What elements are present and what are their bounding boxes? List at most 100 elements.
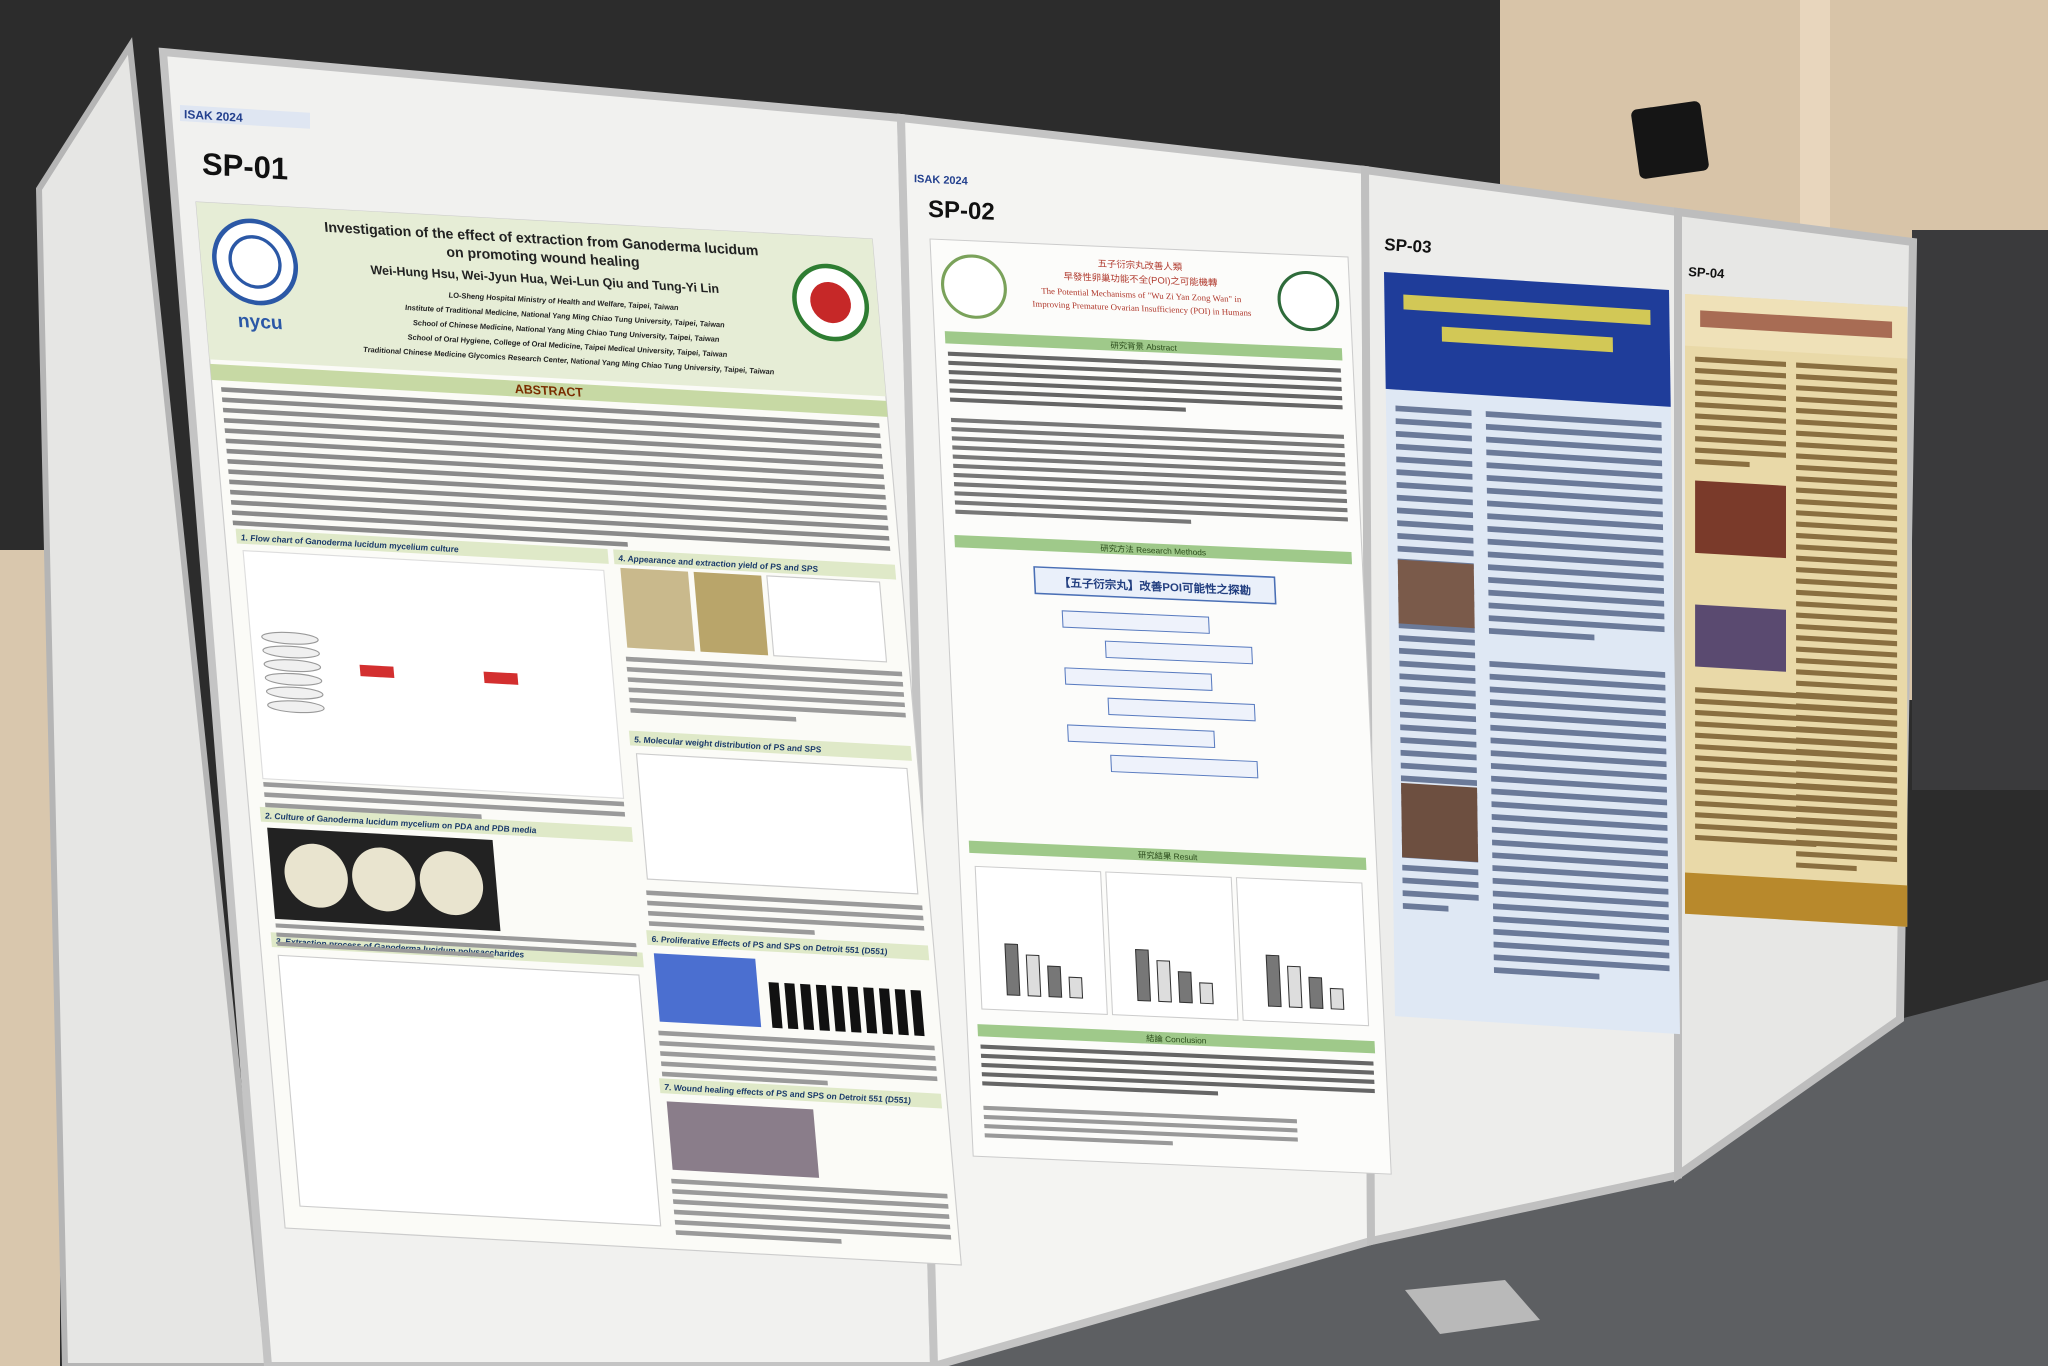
text-line xyxy=(672,1199,950,1220)
text-line xyxy=(1695,424,1786,436)
text-line xyxy=(1485,411,1662,429)
text-line xyxy=(1402,902,1449,912)
text-line xyxy=(983,1114,1298,1133)
poster-3 xyxy=(1384,272,1680,1035)
booth-1-label: ISAK 2024 SP-01 xyxy=(180,105,310,186)
photo xyxy=(1695,604,1786,672)
text-line xyxy=(223,417,883,459)
text-line xyxy=(953,472,1347,494)
text-line xyxy=(1489,686,1666,704)
text-line xyxy=(1487,538,1664,556)
section-bar xyxy=(977,1024,1376,1054)
section-bar xyxy=(954,534,1353,565)
text-line xyxy=(629,697,906,718)
bar xyxy=(910,989,925,1037)
text-line xyxy=(660,1061,938,1082)
text-line xyxy=(1796,442,1898,454)
text-line xyxy=(221,397,881,439)
figure xyxy=(242,550,625,799)
text-line xyxy=(625,656,903,677)
text-line xyxy=(1493,928,1670,946)
text-line xyxy=(1796,453,1898,465)
text-line xyxy=(1796,373,1898,385)
poster-4 xyxy=(1685,294,1908,927)
bar xyxy=(1308,976,1324,1009)
text-line xyxy=(1491,788,1668,806)
text-line xyxy=(1488,602,1665,620)
text-line xyxy=(1796,510,1898,522)
text-line xyxy=(1796,623,1898,635)
text-line xyxy=(1796,589,1898,601)
text-line xyxy=(1487,525,1664,543)
text-line xyxy=(1492,890,1669,908)
text-line xyxy=(1695,755,1898,773)
text-line xyxy=(984,1133,1173,1146)
text-line xyxy=(1396,469,1473,480)
text-line xyxy=(1695,721,1898,739)
text-line xyxy=(947,351,1341,373)
petri-dish xyxy=(263,659,322,673)
bar xyxy=(831,985,846,1032)
poster-2: 五子衍宗丸改善人類 早發性卵巢功能不全(POI)之可能機轉 The Potent… xyxy=(929,238,1392,1175)
text-line xyxy=(952,445,1346,467)
event-name: ISAK 2024 xyxy=(914,173,969,187)
text-line xyxy=(1796,862,1857,872)
booth-number: SP-01 xyxy=(202,146,288,186)
text-line xyxy=(646,890,923,911)
photo xyxy=(1397,559,1475,629)
text-line xyxy=(1796,635,1898,647)
header-strip xyxy=(180,105,310,129)
text-line xyxy=(1396,507,1474,519)
text-line xyxy=(1395,430,1472,442)
text-line xyxy=(228,469,887,510)
text-line xyxy=(981,1062,1375,1084)
booth-2-label: ISAK 2024 SP-02 xyxy=(914,173,995,226)
section-bar xyxy=(210,363,888,417)
text-line xyxy=(264,802,482,820)
figure xyxy=(277,954,662,1227)
text-line xyxy=(1487,551,1664,569)
text-line xyxy=(954,500,1348,522)
text-line xyxy=(1400,762,1477,774)
text-line xyxy=(264,792,626,817)
blurred-title xyxy=(1700,310,1893,339)
text-line xyxy=(1695,390,1786,402)
petri-dish xyxy=(284,843,348,908)
text-line xyxy=(1492,839,1668,857)
method-box xyxy=(1033,566,1277,605)
text-line xyxy=(1488,628,1595,641)
photo xyxy=(1695,480,1786,559)
bar xyxy=(863,987,878,1034)
text-line xyxy=(1695,812,1898,830)
text-line xyxy=(1402,877,1479,888)
floor xyxy=(900,980,2048,1366)
text-line xyxy=(1398,622,1475,633)
text-line xyxy=(1488,577,1664,594)
text-line xyxy=(660,1051,937,1071)
text-line xyxy=(658,1030,935,1051)
arrow xyxy=(483,671,519,685)
text-line xyxy=(1491,826,1668,844)
text-line xyxy=(1796,578,1898,590)
chart xyxy=(974,865,1108,1015)
text-line xyxy=(1490,763,1667,780)
text-line xyxy=(222,407,882,449)
text-line xyxy=(949,397,1186,412)
section-bar xyxy=(628,730,912,761)
text-line xyxy=(1695,823,1898,841)
side-panel xyxy=(35,37,272,1366)
logo xyxy=(228,235,282,289)
text-line xyxy=(1695,732,1898,750)
text-line xyxy=(1400,737,1477,748)
text-line xyxy=(981,1072,1375,1094)
flow-box xyxy=(1104,640,1253,665)
text-line xyxy=(953,482,1348,504)
chart xyxy=(635,753,919,895)
flow-box xyxy=(1064,667,1213,691)
text-line xyxy=(229,489,889,531)
bar xyxy=(1047,965,1063,998)
text-line xyxy=(1695,356,1786,367)
text-line xyxy=(221,387,880,428)
text-line xyxy=(1486,487,1663,505)
flow-box xyxy=(1110,754,1259,779)
